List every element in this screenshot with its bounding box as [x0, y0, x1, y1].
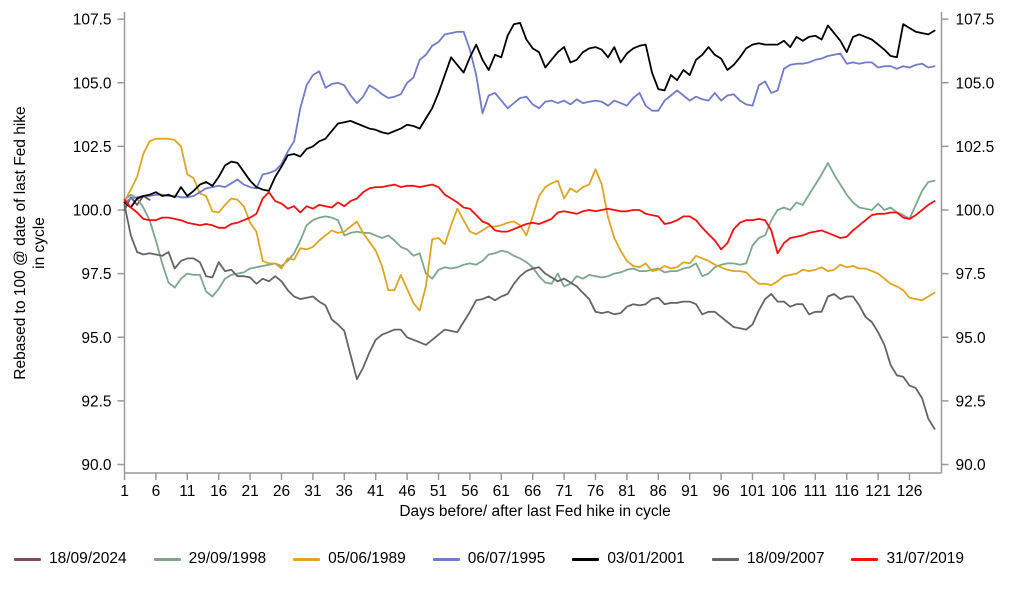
x-tick-label: 66: [524, 483, 541, 500]
y-tick-label-right: 102.5: [956, 139, 995, 156]
x-tick-label: 1: [120, 483, 129, 500]
y-tick-label-left: 97.5: [81, 266, 111, 283]
legend-item[interactable]: 31/07/2019: [851, 550, 964, 568]
legend-label: 06/07/1995: [467, 550, 546, 567]
legend-line-swatch: [572, 557, 600, 561]
legend-line-swatch: [711, 557, 739, 561]
x-tick-label: 116: [834, 483, 859, 500]
series-line-03-01-2001: [123, 21, 936, 209]
y-axis-title: Rebased to 100 @ date of last Fed hike i…: [11, 3, 49, 483]
x-tick-label: 26: [273, 483, 290, 500]
legend-item[interactable]: 06/07/1995: [432, 550, 546, 568]
x-axis-title: Days before/ after last Fed hike in cycl…: [399, 503, 671, 520]
series-line-06-07-1995: [123, 30, 936, 204]
y-tick-label-left: 92.5: [81, 393, 111, 410]
x-tick-label: 51: [430, 483, 447, 500]
x-tick-label: 6: [152, 483, 161, 500]
x-tick-label: 106: [771, 483, 797, 500]
x-tick-label: 121: [865, 483, 891, 500]
y-tick-label-right: 105.0: [956, 75, 995, 92]
series-line-18-09-2024: [123, 195, 151, 211]
y-tick-label-left: 105.0: [73, 75, 112, 92]
legend-line-swatch: [851, 557, 879, 561]
legend-item[interactable]: 18/09/2024: [14, 550, 127, 568]
y-tick-label-right: 107.5: [956, 12, 995, 29]
y-tick-label-right: 97.5: [956, 266, 986, 283]
series-line-29-09-1998: [123, 161, 936, 298]
x-tick-label: 111: [804, 483, 828, 500]
legend-item[interactable]: 03/01/2001: [572, 550, 685, 568]
legend-label: 29/09/1998: [188, 550, 267, 567]
legend-line-swatch: [293, 557, 321, 561]
legend-label: 31/07/2019: [886, 550, 965, 567]
y-tick-label-left: 102.5: [73, 139, 112, 156]
y-tick-label-left: 100.0: [73, 203, 112, 220]
legend-label: 05/06/1989: [328, 550, 406, 567]
x-tick-label: 86: [650, 483, 667, 500]
series-line-05-06-1989: [123, 137, 936, 312]
x-tick-label: 21: [241, 483, 258, 500]
plot-svg: 90.0 90.0 92.5 92.5 95.0 95.0 97.5 97.5 100.0 100…: [73, 12, 995, 500]
y-tick-label-right: 90.0: [956, 457, 987, 474]
x-tick-label: 96: [712, 483, 729, 500]
y-tick-label-right: 100.0: [956, 203, 995, 220]
x-tick-label: 36: [336, 483, 353, 500]
x-tick-label: 76: [587, 483, 604, 500]
x-tick-label: 81: [618, 483, 635, 500]
line-chart: 90.0 90.0 92.5 92.5 95.0 95.0 97.5 97.5 100.0 100…: [11, 3, 995, 520]
x-tick-label: 71: [555, 483, 572, 500]
legend-item[interactable]: 29/09/1998: [153, 550, 267, 568]
chart-legend: 18/09/2024 29/09/1998 05/06/1989 06/07/1995…: [14, 550, 1014, 568]
y-tick-label-left: 95.0: [81, 330, 112, 347]
x-tick-label: 41: [367, 483, 384, 500]
y-axis-title-line2: in cycle: [31, 217, 48, 269]
y-tick-label-left: 90.0: [81, 457, 112, 474]
x-tick-label: 11: [179, 483, 195, 500]
legend-label: 18/09/2007: [746, 550, 825, 567]
x-tick-label: 61: [493, 483, 510, 500]
x-tick-label: 16: [210, 483, 227, 500]
series-line-31-07-2019: [123, 183, 936, 255]
legend-item[interactable]: 05/06/1989: [293, 550, 406, 568]
legend-item[interactable]: 18/09/2007: [711, 550, 825, 568]
x-tick-label: 31: [304, 483, 321, 500]
legend-line-swatch: [432, 557, 460, 561]
x-tick-label: 56: [461, 483, 478, 500]
x-tick-label: 91: [681, 483, 698, 500]
y-axis-title-line1: Rebased to 100 @ date of last Fed hike: [12, 106, 29, 380]
legend-line-swatch: [14, 557, 41, 561]
legend-line-swatch: [153, 557, 181, 561]
series-line-18-09-2007: [123, 203, 936, 430]
x-tick-label: 126: [897, 483, 923, 500]
y-tick-label-right: 92.5: [956, 393, 986, 410]
legend-label: 03/01/2001: [607, 550, 685, 567]
legend-label: 18/09/2024: [49, 550, 127, 567]
x-tick-label: 101: [740, 483, 766, 500]
x-tick-label: 46: [398, 483, 415, 500]
y-tick-label-right: 95.0: [956, 330, 987, 347]
y-tick-label-left: 107.5: [73, 12, 112, 29]
